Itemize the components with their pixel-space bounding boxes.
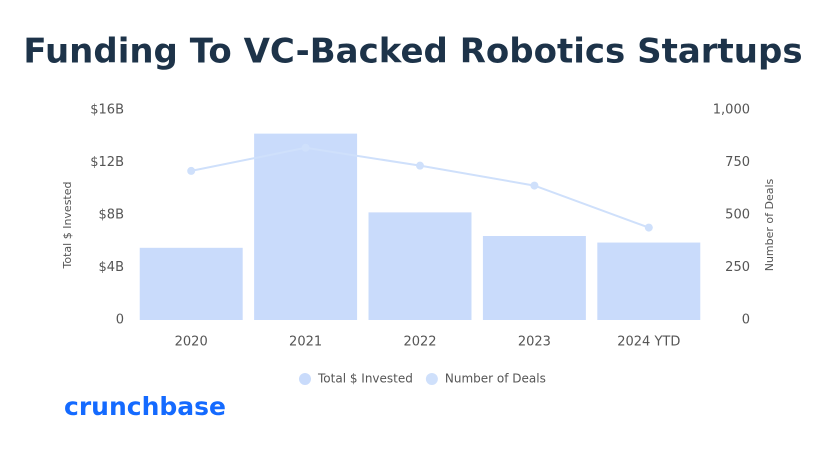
legend-label: Total $ Invested [317,372,413,386]
x-tick-label: 2021 [289,335,322,350]
line-point [187,166,196,175]
bar [482,236,586,320]
y2-tick-label: 1,000 [713,103,750,118]
y2-axis-title: Number of Deals [763,178,776,271]
line-point [416,161,424,170]
x-tick-label: 2022 [403,335,436,350]
y2-tick-label: 250 [725,260,750,275]
bar [597,242,701,320]
bar [139,247,243,320]
legend-label: Number of Deals [445,372,546,386]
x-tick-label: 2020 [175,335,208,350]
x-tick-label: 2023 [518,335,551,350]
y2-tick-label: 0 [742,313,750,328]
y-tick-label: $8B [99,208,124,223]
legend-marker [299,373,311,385]
y2-tick-label: 500 [725,208,750,223]
y-tick-label: $16B [90,103,124,118]
y-tick-label: $12B [90,155,124,170]
bar [254,133,358,320]
logo: crunchbase [64,392,226,421]
y-tick-label: 0 [116,313,124,328]
line-point [644,223,653,232]
y-axis-title: Total $ Invested [61,182,74,270]
bar [368,212,472,320]
line-point [530,181,539,190]
y-tick-label: $4B [99,260,124,275]
line-point [301,143,310,152]
chart-title: Funding To VC-Backed Robotics Startups [23,32,802,72]
y2-tick-label: 750 [725,155,750,170]
x-tick-label: 2024 YTD [617,335,680,350]
legend-marker [425,373,438,385]
